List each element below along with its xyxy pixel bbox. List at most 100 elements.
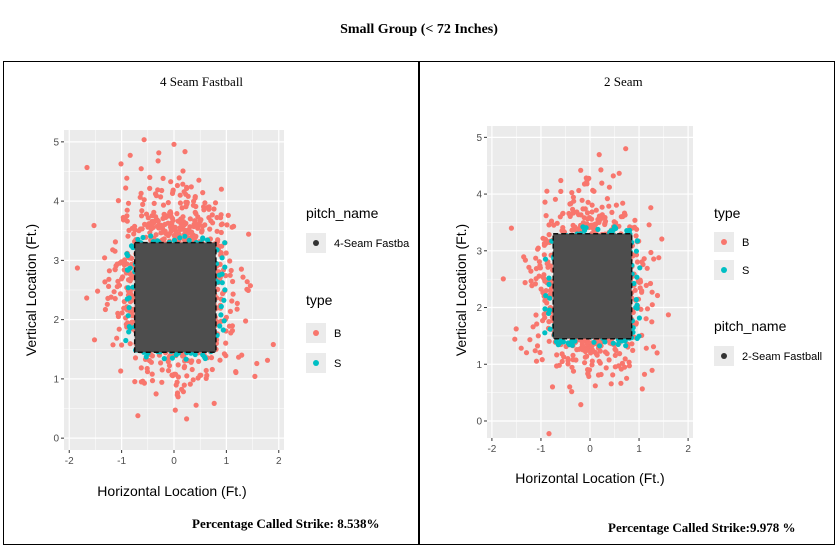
- ball-point: [554, 352, 560, 358]
- ball-point: [122, 215, 128, 221]
- x-axis-title: Horizontal Location (Ft.): [97, 483, 246, 499]
- ball-point: [119, 276, 125, 282]
- legend-key: [721, 353, 727, 359]
- ball-point: [127, 341, 133, 347]
- ball-point: [528, 268, 534, 274]
- ball-point: [146, 357, 152, 364]
- strike-point: [126, 295, 132, 301]
- ball-point: [165, 200, 171, 206]
- ball-point: [570, 194, 577, 200]
- x-tick-label: 0: [171, 456, 177, 467]
- ball-point: [124, 175, 130, 181]
- ball-point: [240, 274, 246, 280]
- ball-point: [579, 346, 585, 352]
- ball-point: [582, 360, 588, 366]
- ball-point: [639, 386, 645, 392]
- y-tick-label: 0: [53, 434, 59, 445]
- ball-point: [546, 319, 552, 325]
- ball-point: [184, 416, 190, 422]
- ball-point: [598, 371, 604, 378]
- strike-point: [200, 235, 206, 241]
- ball-point: [179, 386, 185, 392]
- ball-point: [224, 222, 230, 228]
- ball-point: [126, 227, 132, 233]
- ball-point: [585, 339, 592, 345]
- ball-point: [532, 348, 538, 354]
- ball-point: [168, 214, 174, 220]
- percentage-called-strike-right: Percentage Called Strike:9.978 %: [608, 520, 796, 535]
- strike-point: [547, 295, 553, 301]
- strike-point: [546, 281, 552, 287]
- ball-point: [156, 150, 162, 156]
- ball-point: [539, 357, 545, 363]
- y-tick-label: 4: [476, 190, 482, 201]
- y-tick-label: 2: [53, 315, 59, 326]
- strike-point: [186, 237, 192, 243]
- ball-point: [634, 259, 641, 265]
- strike-point: [200, 352, 206, 358]
- ball-point: [588, 350, 594, 356]
- ball-point: [543, 213, 549, 219]
- ball-point: [153, 391, 159, 397]
- ball-point: [160, 215, 166, 222]
- ball-point: [589, 358, 595, 364]
- ball-point: [155, 187, 161, 193]
- ball-point: [594, 352, 600, 358]
- ball-point: [544, 188, 550, 194]
- ball-point: [215, 237, 221, 243]
- ball-point: [174, 211, 180, 217]
- ball-point: [115, 198, 121, 204]
- strike-point: [127, 325, 133, 331]
- ball-point: [193, 402, 199, 408]
- ball-point: [533, 255, 539, 261]
- ball-point: [608, 381, 614, 387]
- ball-point: [131, 231, 137, 237]
- ball-point: [568, 201, 574, 207]
- ball-point: [547, 263, 554, 269]
- legend-key: [721, 267, 727, 273]
- ball-point: [613, 220, 619, 226]
- strike-point: [572, 338, 578, 344]
- ball-point: [630, 347, 636, 353]
- ball-point: [522, 280, 528, 286]
- ball-point: [254, 360, 260, 367]
- ball-point: [193, 203, 199, 210]
- ball-point: [569, 389, 575, 395]
- ball-point: [244, 279, 250, 285]
- ball-point: [172, 407, 178, 413]
- strike-point: [221, 297, 227, 303]
- y-tick-label: 3: [476, 246, 482, 257]
- x-tick-label: 0: [587, 444, 593, 455]
- ball-point: [104, 301, 110, 307]
- ball-point: [227, 258, 233, 264]
- ball-point: [181, 382, 187, 388]
- ball-point: [537, 265, 544, 271]
- ball-point: [177, 227, 183, 233]
- ball-point: [196, 177, 202, 183]
- ball-point: [639, 288, 645, 294]
- strike-point: [591, 339, 597, 345]
- ball-point: [604, 196, 611, 202]
- strike-point: [148, 233, 154, 239]
- ball-point: [177, 192, 183, 198]
- ball-point: [218, 215, 224, 221]
- strike-point: [222, 264, 228, 270]
- ball-point: [654, 292, 661, 299]
- strike-point: [634, 335, 640, 341]
- ball-point: [649, 367, 655, 373]
- percentage-called-strike-left: Percentage Called Strike: 8.538%: [192, 516, 380, 531]
- ball-point: [184, 201, 190, 207]
- ball-point: [155, 158, 161, 164]
- ball-point: [659, 236, 665, 242]
- ball-point: [140, 201, 146, 207]
- strike-point: [565, 340, 571, 346]
- ball-point: [124, 261, 130, 267]
- ball-point: [118, 368, 124, 374]
- ball-point: [158, 360, 164, 366]
- ball-point: [620, 200, 626, 206]
- ball-point: [537, 349, 543, 356]
- ball-point: [95, 288, 101, 294]
- ball-point: [180, 181, 186, 187]
- legend-key: [721, 239, 727, 245]
- strike-point: [636, 315, 643, 321]
